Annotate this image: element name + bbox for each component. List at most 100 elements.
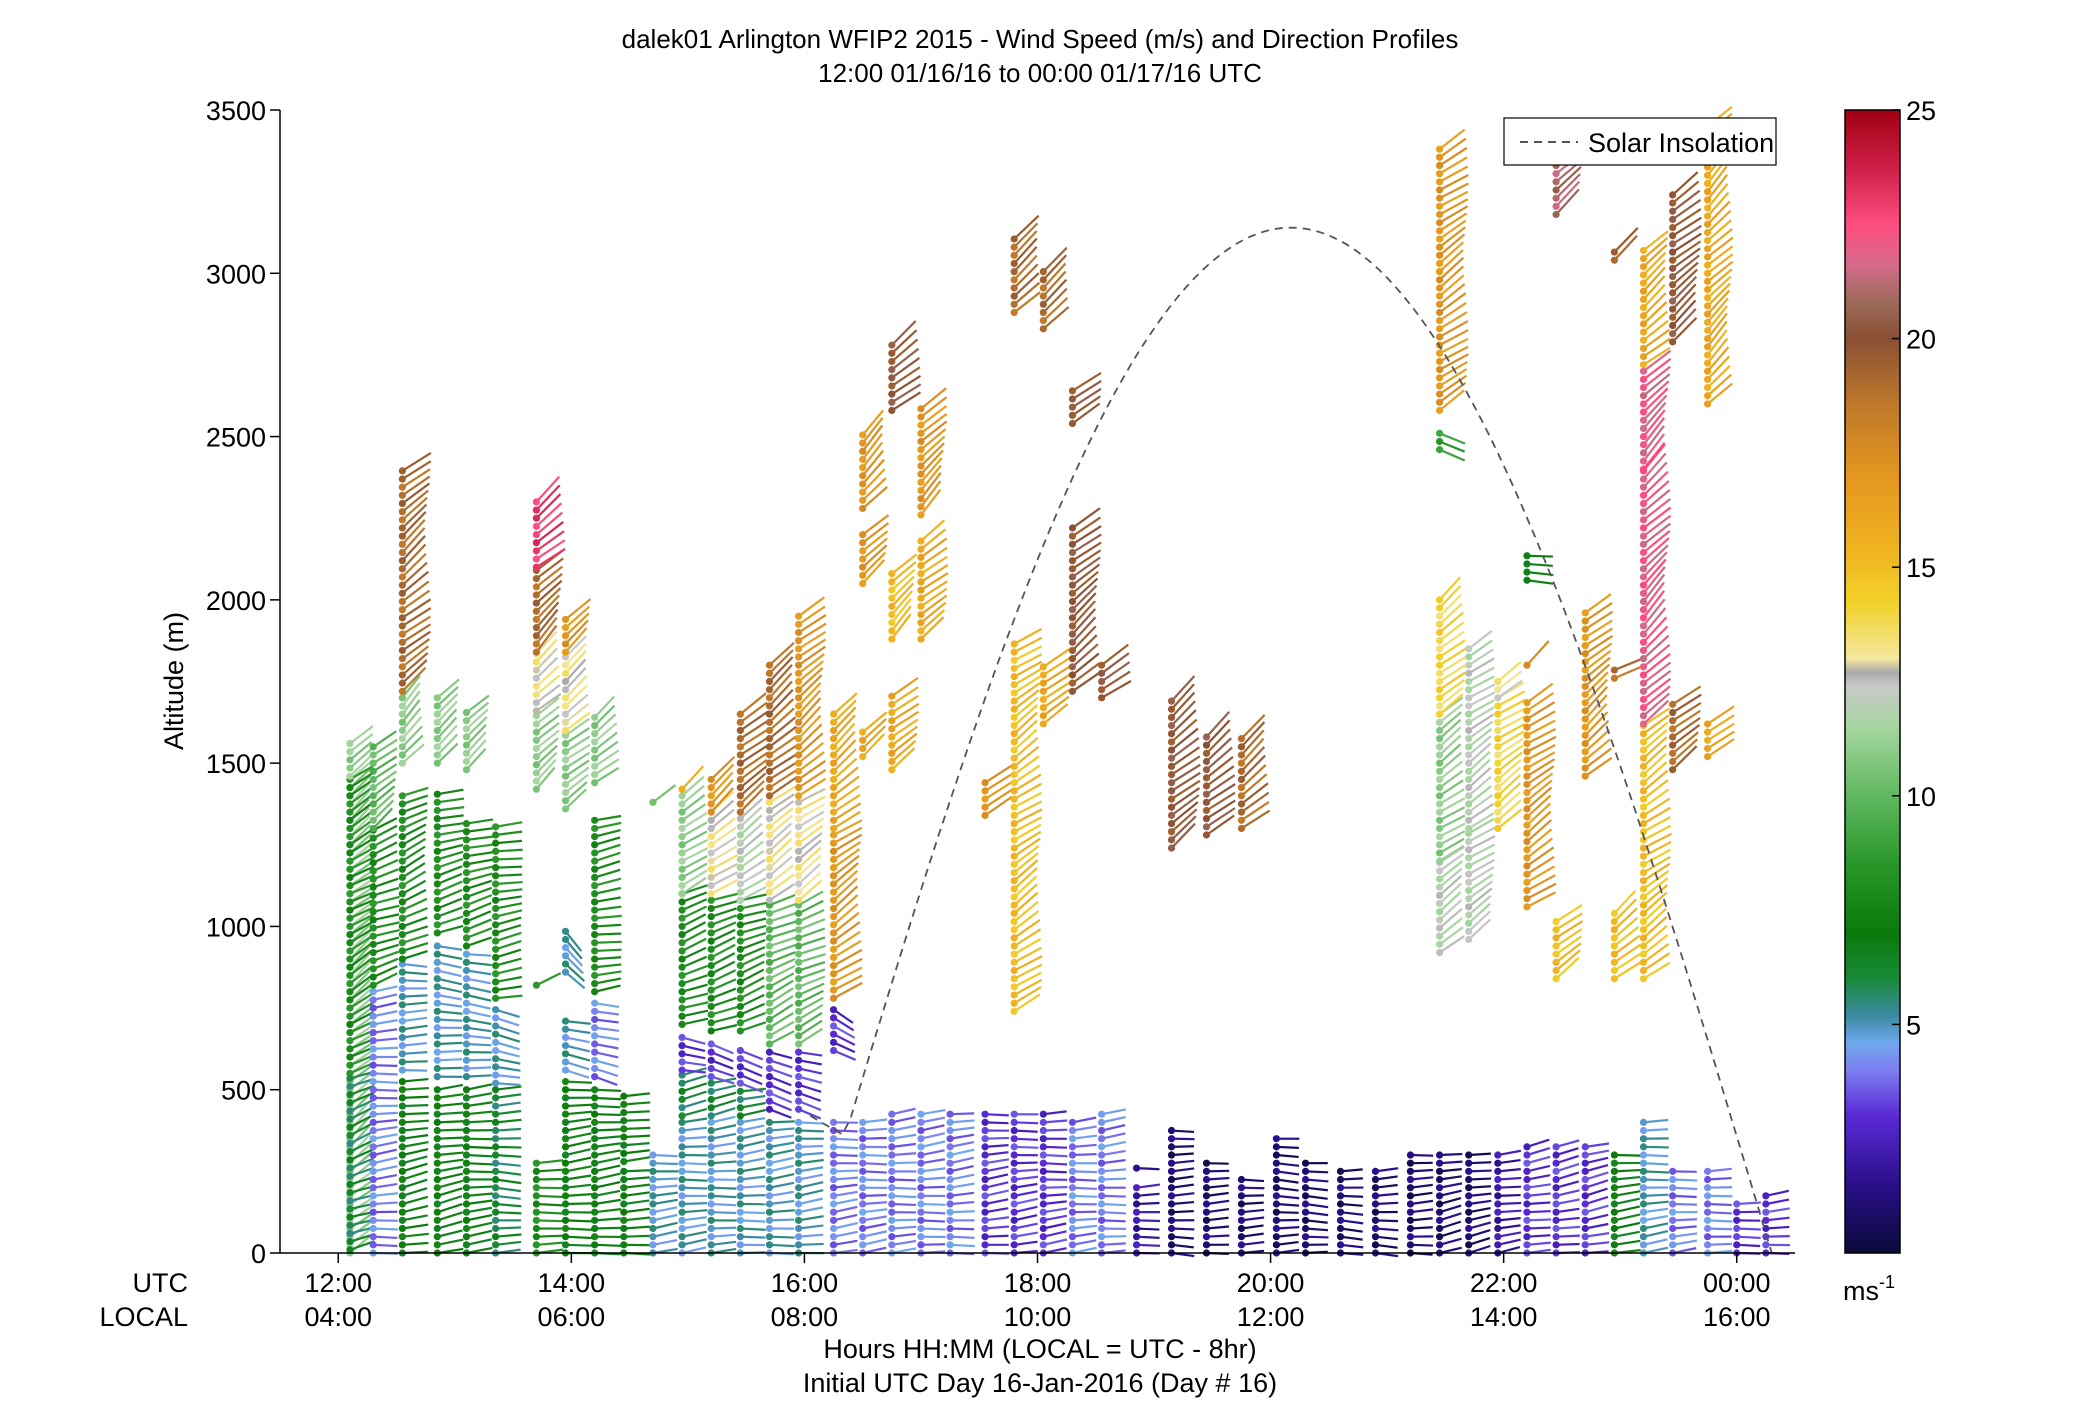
wind-barb — [765, 716, 797, 743]
wind-barb — [888, 1208, 917, 1216]
wind-barb — [707, 1107, 736, 1120]
wind-barb — [398, 682, 421, 710]
wind-barb — [398, 496, 428, 524]
wind-barb — [888, 338, 919, 366]
wind-barb — [398, 1134, 429, 1143]
wind-barb — [765, 1003, 794, 1024]
wind-barb — [369, 1045, 398, 1053]
wind-barb — [794, 714, 822, 743]
wind-barb — [888, 1200, 917, 1208]
wind-barb — [346, 811, 372, 833]
wind-barb — [369, 730, 397, 751]
wind-barb — [620, 1167, 650, 1175]
wind-barb — [888, 320, 917, 349]
wind-barb — [794, 1105, 822, 1120]
wind-barb — [369, 1241, 398, 1249]
wind-barb — [765, 1224, 795, 1233]
wind-barb — [736, 984, 765, 1002]
y-tick-label: 3500 — [206, 96, 266, 126]
wind-barb — [491, 1200, 522, 1208]
wind-barb — [765, 698, 795, 726]
wind-barb — [859, 544, 888, 571]
wind-barb — [398, 897, 428, 914]
wind-barb — [888, 575, 915, 602]
wind-barb — [591, 955, 622, 963]
wind-barb — [491, 1014, 520, 1027]
wind-barb — [649, 1213, 678, 1224]
wind-barb — [794, 989, 824, 1007]
wind-barb — [765, 864, 794, 888]
wind-barb — [859, 1238, 887, 1249]
wind-barb — [462, 1040, 492, 1048]
wind-barb — [591, 1110, 621, 1118]
wind-barb — [829, 870, 859, 896]
wind-barb — [678, 992, 709, 1004]
wind-barb — [591, 1149, 621, 1159]
wind-barb — [859, 449, 885, 480]
wind-barb — [736, 885, 767, 904]
wind-barb — [369, 792, 395, 816]
wind-barb — [433, 1158, 464, 1167]
wind-barb — [765, 1020, 795, 1040]
wind-barb — [859, 551, 887, 579]
wind-barb — [561, 960, 586, 982]
wind-barb — [491, 909, 523, 921]
wind-barb — [591, 922, 622, 931]
wind-barb — [561, 1233, 592, 1241]
wind-barb — [794, 1089, 822, 1102]
wind-barb — [561, 1241, 592, 1249]
wind-barb — [707, 892, 738, 904]
wind-barb — [888, 1184, 917, 1192]
wind-barb — [433, 797, 465, 806]
wind-barb — [433, 678, 460, 702]
wind-barb — [736, 953, 766, 970]
wind-barb — [707, 996, 737, 1011]
wind-barb — [707, 969, 737, 986]
wind-barb — [678, 821, 708, 841]
wind-barb — [794, 1004, 824, 1024]
y-tick-label: 0 — [251, 1239, 266, 1269]
wind-barb — [491, 1224, 522, 1233]
wind-barb — [591, 1007, 620, 1016]
wind-barb — [736, 931, 767, 945]
wind-barb — [829, 948, 863, 970]
wind-barb — [398, 1033, 428, 1042]
wind-barb — [462, 1007, 491, 1018]
wind-barb — [532, 1233, 563, 1241]
wind-barb — [917, 1132, 946, 1143]
wind-barb — [433, 1024, 462, 1032]
wind-barb — [765, 1181, 795, 1192]
wind-barb — [794, 968, 826, 983]
wind-barb — [678, 937, 707, 955]
wind-barb — [736, 1079, 764, 1093]
wind-barb — [736, 1055, 763, 1069]
wind-barb — [398, 1155, 428, 1167]
wind-barb — [736, 806, 763, 831]
wind-barb — [794, 682, 822, 710]
x-tick-label-utc: 00:00 — [1703, 1268, 1771, 1298]
wind-barb — [707, 1099, 737, 1112]
wind-barb — [462, 879, 492, 893]
wind-barb — [398, 482, 431, 508]
wind-barb — [707, 871, 738, 890]
wind-barb — [462, 1015, 492, 1026]
wind-barb — [765, 1056, 793, 1069]
wind-barb — [433, 1073, 463, 1081]
wind-barb — [649, 1198, 679, 1208]
wind-barb — [794, 1048, 823, 1057]
wind-barb — [561, 1165, 592, 1175]
wind-barb — [491, 1151, 522, 1159]
wind-barb — [433, 733, 459, 759]
wind-barb — [829, 802, 862, 824]
wind-barb — [462, 966, 492, 976]
wind-barb — [736, 751, 769, 775]
wind-barb — [888, 725, 918, 749]
wind-barb — [620, 1199, 650, 1208]
wind-barb — [736, 1148, 765, 1159]
wind-barb — [917, 1149, 945, 1159]
wind-barb — [398, 1170, 428, 1184]
wind-barb — [765, 1148, 795, 1159]
wind-barb — [707, 817, 736, 841]
wind-barb — [462, 1143, 493, 1151]
wind-barb — [346, 772, 373, 792]
